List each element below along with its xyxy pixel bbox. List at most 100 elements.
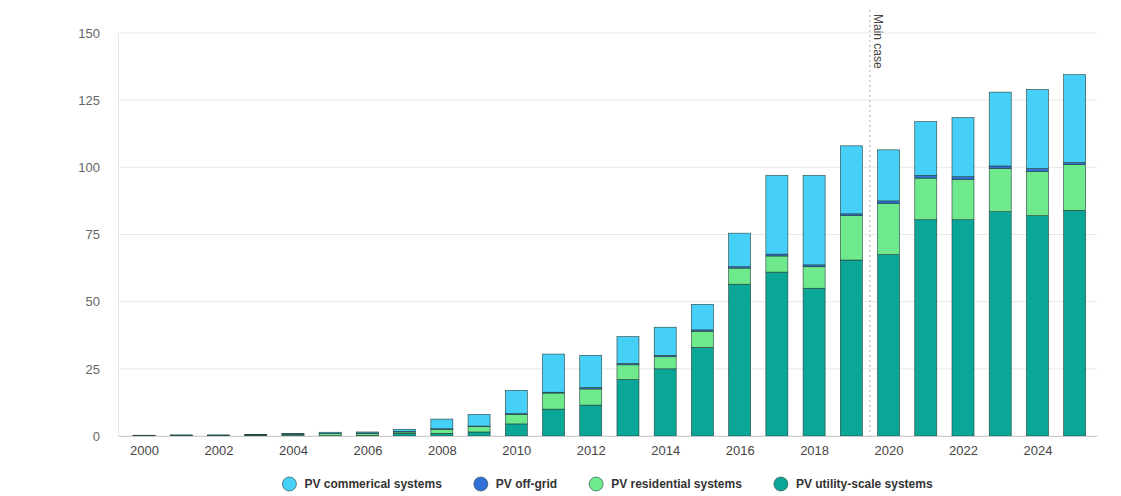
bar-segment [989,166,1011,169]
y-tick: 150 [78,26,118,41]
grid [118,33,1097,436]
bar-segment [766,175,788,254]
bar-segment [729,284,751,436]
grid-line [118,436,1097,437]
bar-segment [803,175,825,264]
legend-swatch [774,477,788,491]
x-tick: 2000 [130,436,159,458]
bar-segment [878,255,900,436]
y-tick-label: 50 [86,294,100,309]
bar-segment [208,436,230,437]
bar-segment [170,435,192,436]
x-axis-line [119,436,1098,437]
bar-segment [617,365,639,380]
bar-segment [431,429,453,433]
x-tick: 2010 [502,436,531,458]
bar-segment [729,233,751,267]
bar-segment [208,434,230,435]
bar-segment [654,369,676,436]
bar-segment [245,436,267,437]
y-tick-label: 0 [93,429,100,444]
grid-line [118,33,1097,34]
grid-line [118,234,1097,235]
bar-segment [766,256,788,272]
y-axis: 0255075100125150 [78,26,118,444]
bar-segment [505,390,527,413]
bar-segment [878,204,900,255]
bar-segment [915,175,937,178]
bar-segment [840,216,862,260]
x-tick-label: 2022 [949,443,978,458]
bar-segment [1026,169,1048,172]
bar-segment [1026,216,1048,436]
bar-segment [356,433,378,435]
bar-segment [394,433,416,436]
series [133,75,1086,436]
x-tick: 2016 [726,436,755,458]
x-tick: 2004 [279,436,308,458]
bar-segment [654,327,676,355]
bar-segment [133,435,155,436]
bar-segment [245,434,267,435]
bar-segment [170,435,192,436]
bar-segment [580,405,602,436]
annotation-text: Main case [871,14,885,69]
x-tick-label: 2024 [1023,443,1052,458]
bar-segment [208,435,230,436]
bar-segment [989,92,1011,166]
bar-segment [282,434,304,435]
x-tick-label: 2018 [800,443,829,458]
bar-segment [952,118,974,177]
bar-segment [1026,89,1048,168]
bar-segment [133,435,155,436]
legend-label: PV utility-scale systems [796,477,933,491]
x-tick-label: 2000 [130,443,159,458]
bar-segment [208,435,230,436]
bar-segment [766,272,788,436]
x-tick: 2018 [800,436,829,458]
bar-segment [840,146,862,214]
legend-item: PV off-grid [474,477,557,491]
y-axis-line [118,34,119,437]
bar-segment [319,432,341,433]
bar-segment [319,433,341,434]
bar-segment [431,419,453,429]
x-tick-label: 2016 [726,443,755,458]
bar-segment [617,380,639,436]
bar-segment [543,409,565,436]
bar-segment [133,435,155,436]
bar-segment [1064,165,1086,211]
grid-line [118,368,1097,369]
x-tick: 2008 [428,436,457,458]
x-tick-label: 2010 [502,443,531,458]
x-tick-label: 2008 [428,443,457,458]
legend-label: PV residential systems [611,477,742,491]
series [133,162,1086,435]
legend: PV commerical systemsPV off-gridPV resid… [282,477,933,491]
series [282,210,1086,436]
x-tick: 2022 [949,436,978,458]
legend-swatch [589,477,603,491]
bar-segment [394,432,416,433]
x-tick: 2024 [1023,436,1052,458]
grid-line [118,167,1097,168]
x-tick: 2014 [651,436,680,458]
bar-segment [468,427,490,432]
bar-segment [915,220,937,436]
bar-segment [1064,162,1086,164]
y-tick: 0 [93,429,118,444]
bar-segment [729,268,751,284]
x-tick: 2020 [875,436,904,458]
bar-segment [133,436,155,437]
y-tick: 25 [86,361,118,376]
bar-segment [989,212,1011,436]
bar-segment [952,220,974,436]
bar-segment [691,304,713,330]
bar-segment [170,436,192,437]
bar-segment [1064,210,1086,436]
bar-segment [245,434,267,435]
bar-segment [878,150,900,201]
x-tick: 2002 [205,436,234,458]
chart: 0255075100125150200020022004200620082010… [0,0,1121,496]
grid-line [118,100,1097,101]
